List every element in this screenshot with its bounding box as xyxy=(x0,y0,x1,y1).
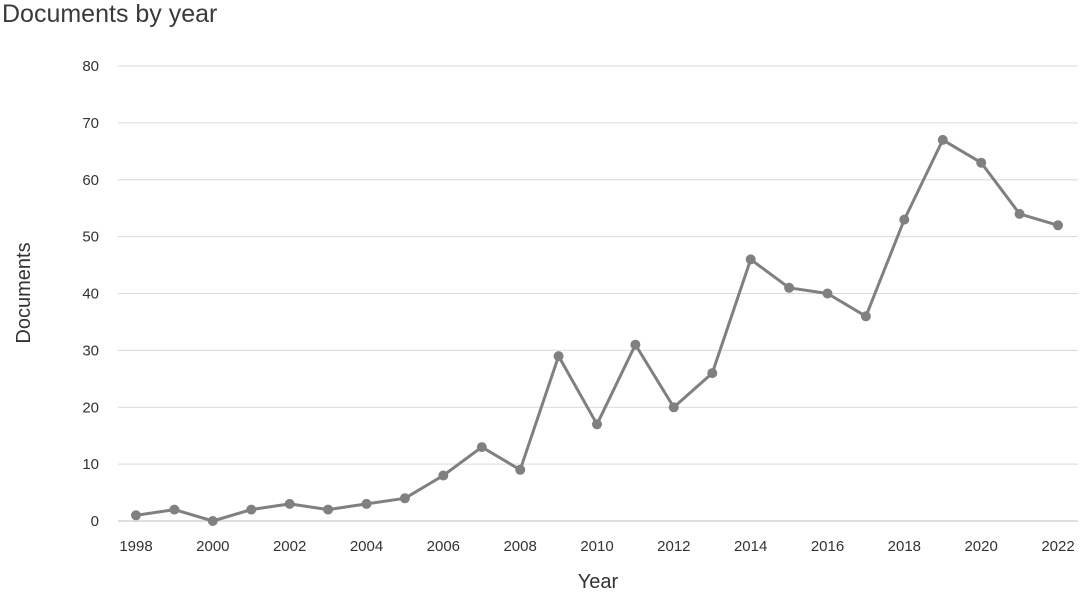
data-points xyxy=(131,134,1063,526)
data-point xyxy=(822,288,833,299)
x-axis-label: Year xyxy=(578,571,619,593)
data-point xyxy=(169,504,180,515)
x-tick-label: 2014 xyxy=(734,538,767,555)
x-tick-label: 2000 xyxy=(196,538,229,555)
y-axis-ticks: 0 10 20 30 40 50 60 70 80 xyxy=(82,58,99,530)
data-point xyxy=(630,339,641,350)
x-tick-label: 2008 xyxy=(503,538,536,555)
data-point xyxy=(707,368,718,379)
y-tick-label: 80 xyxy=(82,58,99,75)
data-point xyxy=(553,351,564,362)
data-point xyxy=(860,311,871,322)
data-point xyxy=(131,510,141,521)
data-point xyxy=(246,504,257,515)
x-tick-label: 2020 xyxy=(964,538,997,555)
data-point xyxy=(476,442,487,453)
data-point xyxy=(284,498,295,509)
x-tick-label: 2010 xyxy=(580,538,613,555)
x-tick-label: 2002 xyxy=(273,538,306,555)
data-point xyxy=(745,254,756,265)
y-tick-label: 10 xyxy=(82,456,99,473)
y-tick-label: 40 xyxy=(82,286,99,303)
x-tick-label: 2004 xyxy=(350,538,383,555)
gridlines xyxy=(118,65,1078,522)
x-tick-label: 2016 xyxy=(811,538,844,555)
x-axis-ticks: 1998 2000 2002 2004 2006 2008 2010 2012 2014 2016… xyxy=(119,538,1074,555)
data-point xyxy=(1053,220,1063,231)
y-tick-label: 50 xyxy=(82,229,99,246)
data-point xyxy=(399,493,410,504)
data-point xyxy=(438,470,449,481)
data-point xyxy=(668,402,679,413)
data-point xyxy=(976,157,987,168)
data-point xyxy=(937,134,948,145)
y-axis-label: Documents xyxy=(13,242,35,343)
x-tick-label: 2018 xyxy=(888,538,921,555)
data-point xyxy=(899,214,910,225)
y-tick-label: 70 xyxy=(82,115,99,132)
data-point xyxy=(784,282,795,293)
x-tick-label: 2022 xyxy=(1041,538,1074,555)
x-tick-label: 1998 xyxy=(119,538,152,555)
y-tick-label: 20 xyxy=(82,399,99,416)
y-tick-label: 30 xyxy=(82,342,99,359)
data-point xyxy=(361,498,372,509)
data-point xyxy=(515,464,526,475)
data-point xyxy=(207,516,218,526)
data-point xyxy=(323,504,334,515)
x-tick-label: 2012 xyxy=(657,538,690,555)
data-point xyxy=(592,419,602,430)
data-point xyxy=(1014,208,1025,219)
chart-title: Documents by year xyxy=(2,0,218,28)
x-tick-label: 2006 xyxy=(427,538,460,555)
y-tick-label: 60 xyxy=(82,172,99,189)
y-tick-label: 0 xyxy=(91,513,99,530)
